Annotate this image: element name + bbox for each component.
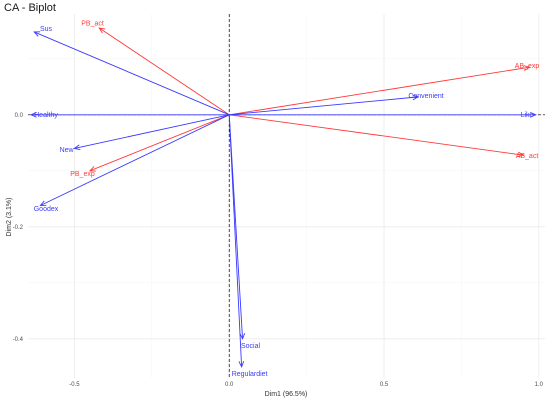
arrow-head	[238, 361, 245, 368]
arrow-head	[239, 333, 246, 340]
arrow-head	[98, 27, 106, 34]
y-tick-label: -0.2	[13, 225, 24, 231]
arrow-label: Social	[241, 343, 261, 350]
arrow-label: PB_act	[81, 21, 104, 28]
arrow-line	[98, 27, 230, 116]
arrow-head	[33, 31, 41, 37]
y-tick-labels: 0.0 -0.2 -0.4	[13, 113, 24, 343]
arrow-line	[229, 66, 530, 116]
arrow-line	[229, 114, 524, 156]
arrow-head	[39, 200, 47, 206]
arrow-label: PB_exp	[70, 171, 95, 178]
x-tick-label: 0.5	[380, 382, 389, 388]
arrow-head	[73, 144, 81, 151]
arrow-label-layer: PB_act AB_exp AB_act PB_exp Sus Healthy Conven…	[34, 21, 540, 378]
arrow-label: AB_act	[516, 153, 539, 160]
arrow-label: Regulardiet	[232, 371, 268, 378]
arrow-line	[228, 114, 243, 367]
arrow-head	[530, 111, 537, 118]
arrow-label: New	[60, 147, 75, 154]
arrow-line	[34, 31, 230, 116]
grid-major	[28, 14, 545, 378]
arrow-label: AB_exp	[515, 63, 540, 70]
y-tick-label: 0.0	[15, 113, 24, 119]
arrow-head	[523, 65, 531, 71]
arrow-label: Goodex	[34, 206, 59, 213]
x-tick-label: 1.0	[535, 382, 544, 388]
arrow-line	[89, 114, 230, 172]
x-tick-labels: -0.5 0.0 0.5 1.0	[69, 382, 543, 388]
chart-title: CA - Biplot	[4, 2, 56, 14]
arrow-head	[29, 111, 37, 118]
x-axis-title: Dim1 (96.5%)	[265, 391, 308, 398]
arrow-line	[229, 96, 419, 116]
arrow-line	[74, 114, 230, 149]
arrow-head	[88, 166, 96, 172]
arrow-label: Convenient	[408, 93, 443, 100]
arrow-head	[517, 151, 525, 158]
grid-minor	[28, 14, 545, 378]
arrow-line	[40, 114, 230, 206]
arrow-label: Sus	[40, 26, 53, 33]
arrow-label: Healthy	[34, 112, 58, 119]
y-tick-label: -0.4	[13, 337, 24, 343]
arrow-head	[412, 94, 420, 101]
x-tick-label: -0.5	[69, 382, 80, 388]
arrow-label: Like	[521, 112, 534, 119]
arrow-layer	[29, 27, 537, 368]
x-tick-label: 0.0	[225, 382, 234, 388]
y-axis-title: Dim2 (3.1%)	[6, 198, 13, 237]
